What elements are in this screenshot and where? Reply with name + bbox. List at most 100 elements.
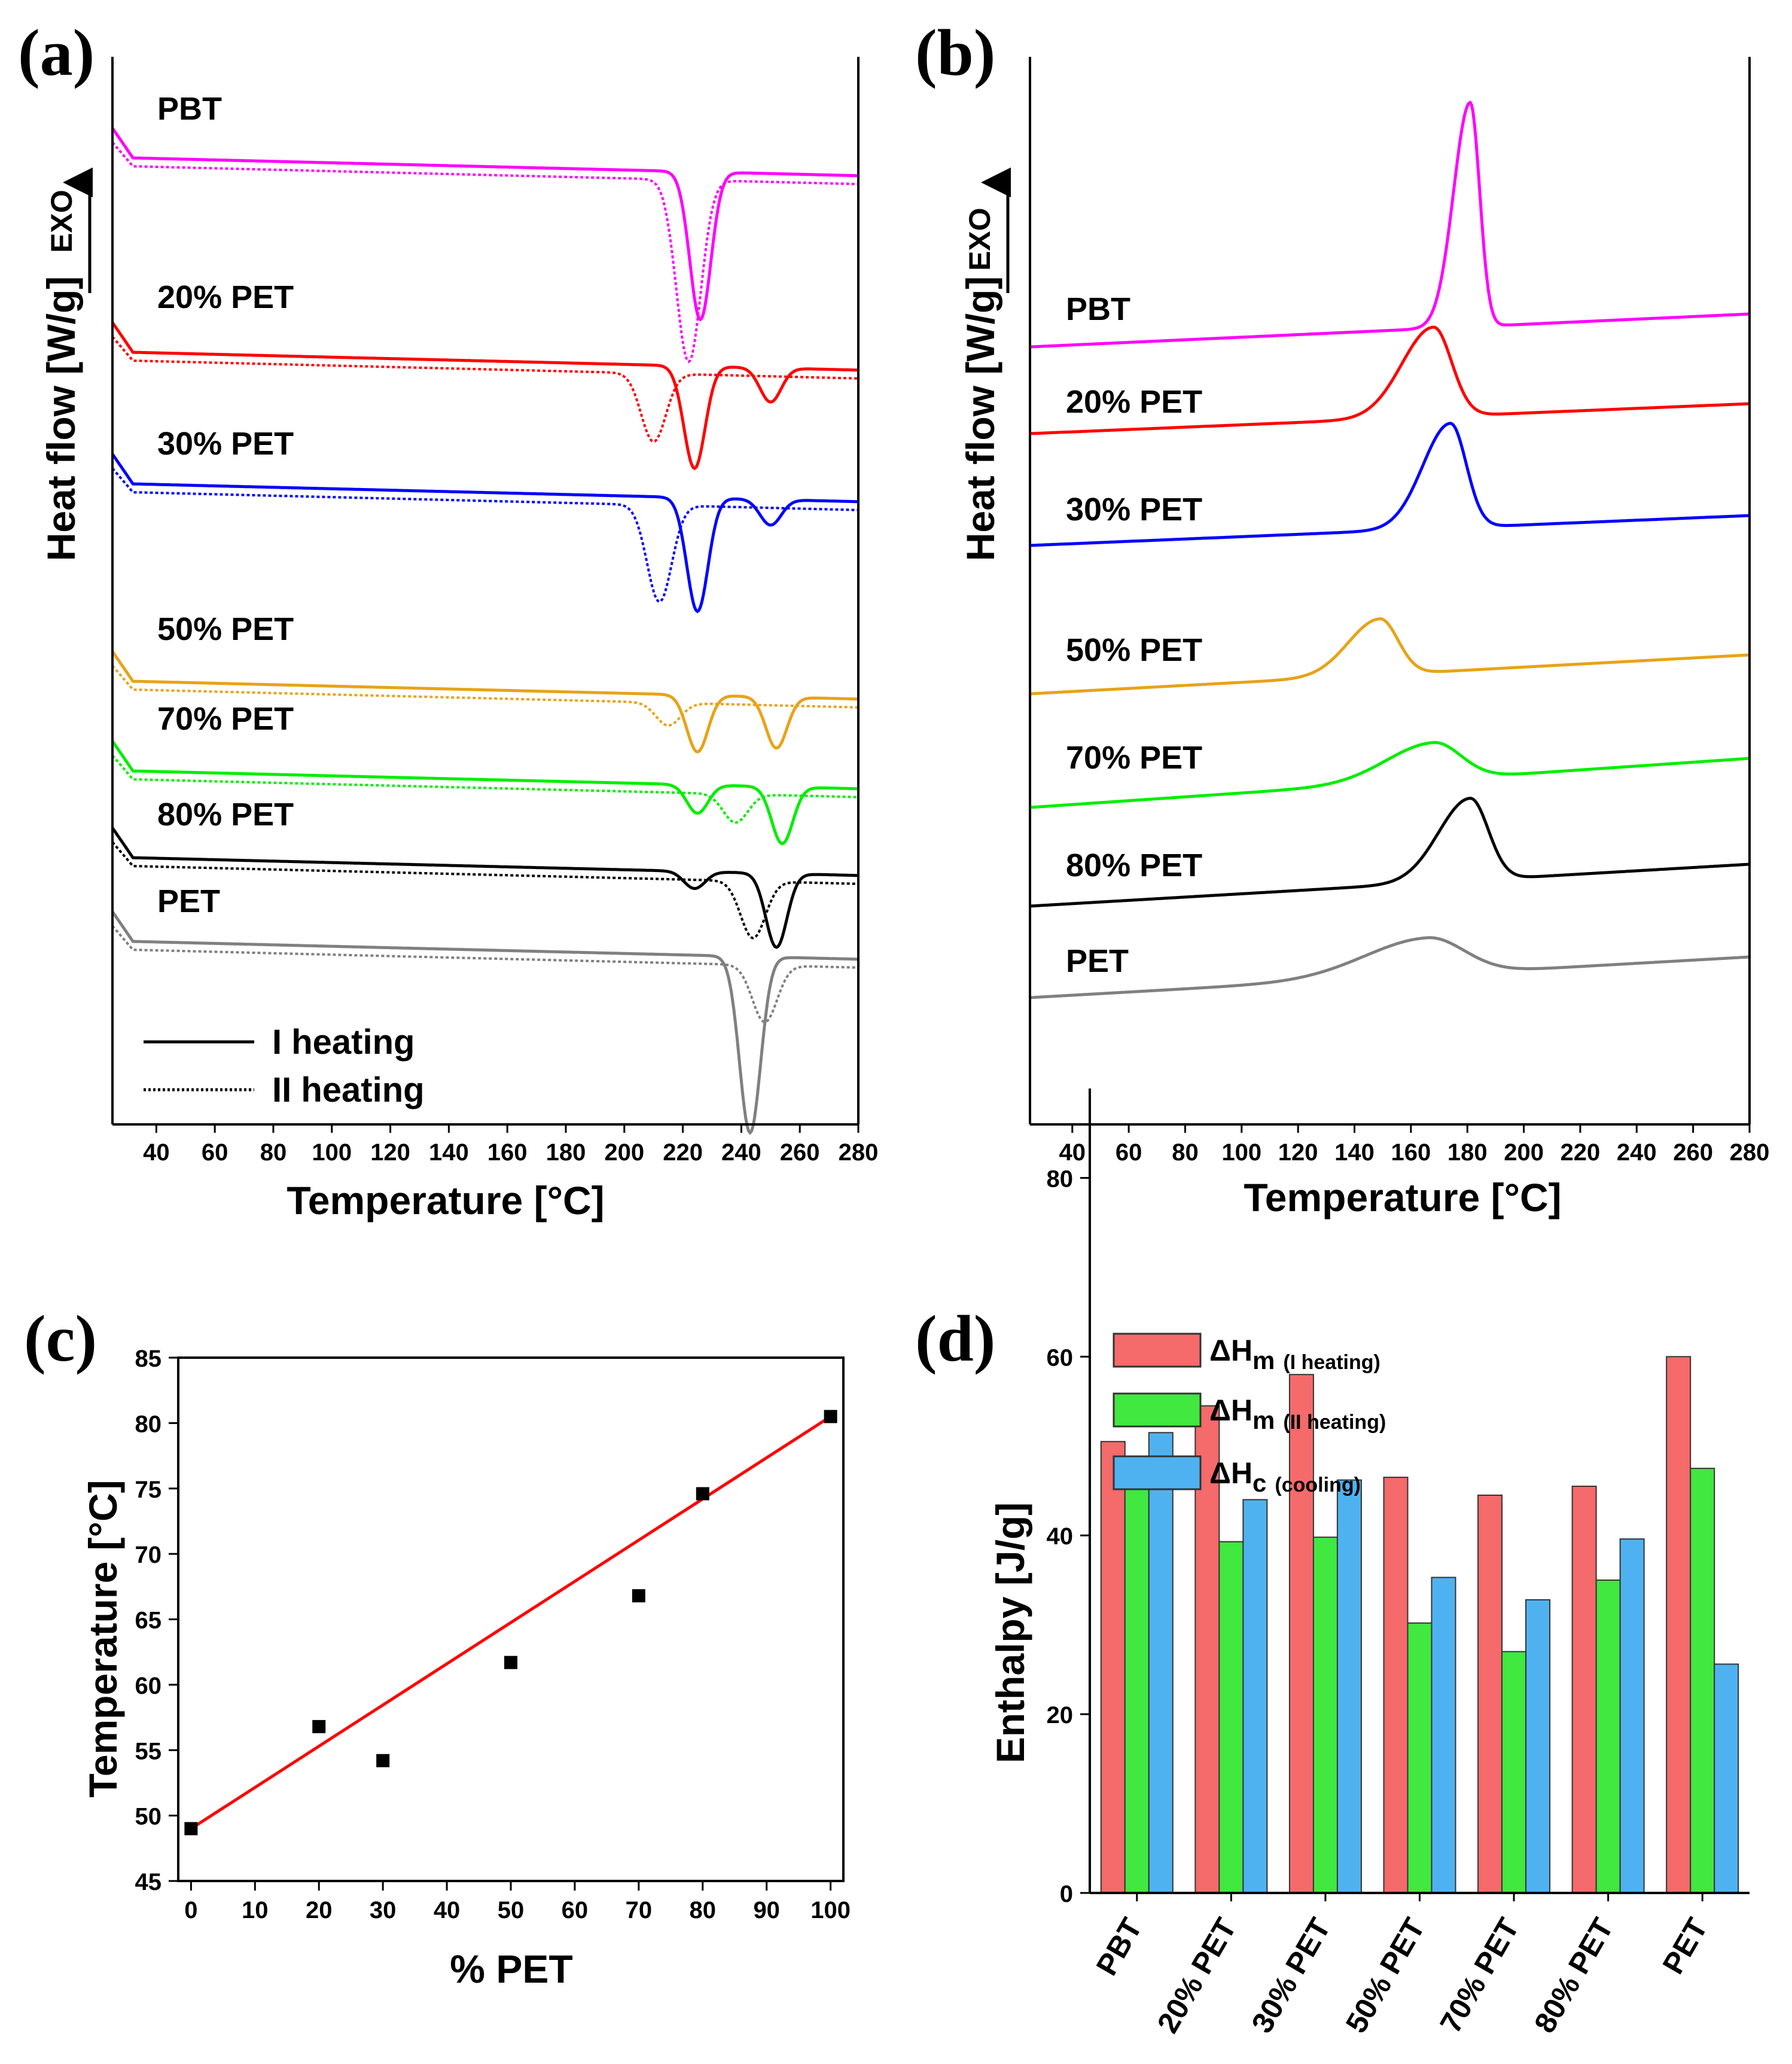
curve-label-pet: PET (1066, 943, 1129, 979)
category-label-pet: PET (1656, 1913, 1714, 1980)
x-tick-label-60: 60 (562, 1897, 589, 1923)
bar-20pct-pet-c-cooling (1242, 1499, 1268, 1894)
x-tick-label-70: 70 (626, 1897, 653, 1923)
x-tick-label-260: 260 (780, 1139, 820, 1166)
x-tick-label-220: 220 (1561, 1139, 1601, 1166)
x-tick-label-140: 140 (1334, 1139, 1375, 1166)
panel-b-x-ticks: 40 60 80 100 120 140 160 180 200 220 240 260 280 (1059, 1124, 1769, 1166)
panel-c-x-axis-title: % PET (450, 1947, 572, 1991)
curve-label-50pct-pet: 50% PET (157, 611, 294, 647)
curve-20pct-pet-second-heating (111, 336, 859, 443)
panel-a-x-ticks: 40 60 80 100 120 140 160 180 200 220 240 260 280 (143, 1124, 878, 1166)
legend-swatch-m-ii-heating (1113, 1392, 1202, 1428)
bar-50pct-pet-m-i-heating (1383, 1477, 1409, 1894)
x-tick-label-40: 40 (434, 1897, 461, 1923)
curve-pet-cooling (1029, 936, 1750, 999)
curve-label-pbt: PBT (1066, 291, 1130, 327)
bar-pet-m-ii-heating (1690, 1468, 1715, 1894)
panel-d-category-labels: PBT 20% PET 30% PET 50% PET 70% PET 80% PET PE… (1090, 1913, 1714, 2039)
curve-pbt-first-heating (111, 127, 859, 322)
panel-b-curve-labels: PBT 20% PET 30% PET 50% PET 70% PET 80% PET PE… (1066, 291, 1202, 979)
panel-a-axes (111, 57, 860, 1126)
panel-c-fit-line-group (190, 1415, 831, 1830)
legend-dotted-label: II heating (272, 1071, 425, 1109)
panel-c-frame (177, 1356, 845, 1882)
data-point-50pct (504, 1656, 517, 1669)
curve-label-20pct-pet: 20% PET (157, 279, 294, 315)
x-tick-label-80: 80 (690, 1897, 717, 1923)
bar-50pct-pet-c-cooling (1431, 1577, 1456, 1894)
x-tick-label-160: 160 (487, 1139, 528, 1166)
curve-30pct-pet-cooling (1029, 422, 1750, 547)
legend-label-c-cooling: ΔHc (cooling) (1209, 1456, 1361, 1497)
curve-label-70pct-pet: 70% PET (1066, 740, 1202, 776)
curve-70pct-pet-second-heating (111, 754, 859, 824)
panel-d-bars (1100, 1356, 1739, 1894)
curve-50pct-pet-cooling (1029, 617, 1750, 696)
x-tick-label-100: 100 (312, 1139, 352, 1166)
curve-pbt-second-heating (111, 141, 859, 364)
panel-a-curves (111, 127, 859, 1135)
data-point-70pct (632, 1589, 645, 1603)
curve-label-30pct-pet: 30% PET (157, 426, 294, 462)
panel-b-x-axis-title: Temperature [°C] (1244, 1175, 1561, 1220)
panel-d-ticks: 0 20 40 60 80 (1047, 1166, 1703, 1907)
bar-70pct-pet-m-i-heating (1477, 1494, 1503, 1894)
curve-label-30pct-pet: 30% PET (1066, 492, 1202, 528)
x-tick-label-240: 240 (1617, 1139, 1657, 1166)
panel-d-bar: 0 20 40 60 80 PBT 20% PET 30% PET 50% PET 70% PE… (988, 1089, 1750, 2038)
y-tick-label-80: 80 (1047, 1166, 1074, 1192)
x-tick-label-20: 20 (306, 1897, 333, 1923)
curve-pet-second-heating (111, 925, 859, 1024)
panel-c-ticks: 0 10 20 30 40 50 60 70 80 90 100 45 50 55 60 65 70 75 80 85 (135, 1346, 851, 1923)
curve-70pct-pet-cooling (1029, 740, 1750, 809)
x-tick-label-180: 180 (546, 1139, 586, 1166)
x-tick-label-200: 200 (1504, 1139, 1544, 1166)
panel-c-axes (177, 1356, 845, 1882)
curve-label-pet: PET (157, 883, 220, 919)
x-tick-label-80: 80 (260, 1139, 287, 1166)
curve-label-50pct-pet: 50% PET (1066, 632, 1202, 668)
x-tick-label-180: 180 (1447, 1139, 1488, 1166)
panel-a-exo-label: EXO (45, 190, 78, 253)
x-tick-label-140: 140 (429, 1139, 469, 1166)
panel-c-y-axis-title: Temperature [°C] (81, 1480, 125, 1797)
panel-letter-b: (b) (915, 16, 995, 89)
bar-30pct-pet-m-ii-heating (1312, 1536, 1338, 1894)
y-tick-label-60: 60 (135, 1673, 162, 1699)
bar-30pct-pet-c-cooling (1336, 1479, 1362, 1894)
panel-c-points (184, 1410, 837, 1836)
panel-letter-a: (a) (18, 16, 95, 89)
bar-80pct-pet-m-ii-heating (1595, 1579, 1621, 1894)
curve-label-pbt: PBT (157, 91, 222, 127)
panel-d-y-axis-title: Enthalpy [J/g] (988, 1502, 1032, 1763)
y-tick-label-65: 65 (135, 1608, 162, 1634)
y-tick-label-45: 45 (135, 1869, 162, 1895)
legend-swatch-m-i-heating (1113, 1333, 1202, 1368)
x-tick-label-100: 100 (1221, 1139, 1261, 1166)
x-tick-label-10: 10 (242, 1897, 269, 1923)
y-tick-label-70: 70 (135, 1542, 162, 1568)
y-tick-label-0: 0 (1060, 1881, 1073, 1907)
x-tick-label-120: 120 (370, 1139, 410, 1166)
panel-letter-d: (d) (915, 1302, 995, 1375)
data-point-80pct (696, 1487, 709, 1501)
bar-pbt-m-ii-heating (1124, 1478, 1150, 1894)
legend-solid-label: I heating (272, 1023, 415, 1062)
bar-80pct-pet-m-i-heating (1571, 1486, 1597, 1894)
bar-30pct-pet-m-i-heating (1288, 1374, 1314, 1894)
legend-swatch-c-cooling (1113, 1455, 1202, 1490)
bar-20pct-pet-m-ii-heating (1218, 1541, 1244, 1894)
x-tick-label-160: 160 (1391, 1139, 1431, 1166)
x-tick-label-80: 80 (1172, 1139, 1199, 1166)
panel-a-x-axis-title: Temperature [°C] (287, 1178, 604, 1222)
bar-pet-m-i-heating (1666, 1356, 1692, 1894)
y-tick-label-40: 40 (1047, 1523, 1074, 1550)
x-tick-label-100: 100 (810, 1897, 851, 1923)
panel-b-axes (1029, 57, 1751, 1126)
x-tick-label-60: 60 (202, 1139, 228, 1166)
x-tick-label-60: 60 (1116, 1139, 1142, 1166)
curve-20pct-pet-cooling (1029, 325, 1750, 435)
y-tick-label-20: 20 (1047, 1702, 1074, 1728)
panel-b-exo-label: EXO (963, 208, 996, 271)
